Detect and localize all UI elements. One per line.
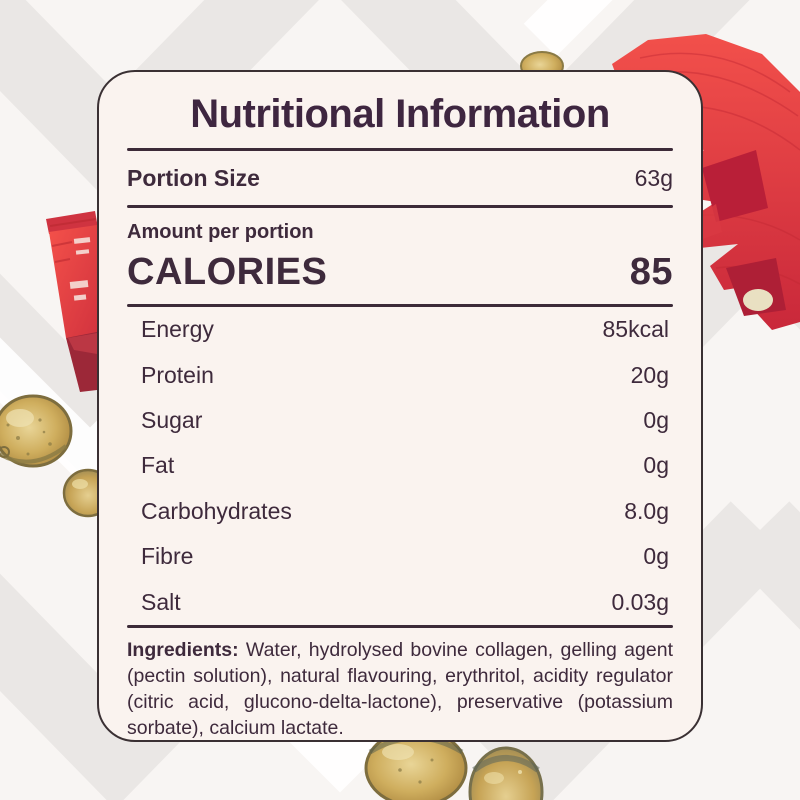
ingredients-label: Ingredients: xyxy=(127,639,239,661)
nutrient-row: Salt 0.03g xyxy=(141,580,669,625)
nutrient-label: Fibre xyxy=(141,543,194,570)
nutrient-label: Energy xyxy=(141,316,214,343)
nutrient-label: Fat xyxy=(141,452,175,479)
nutrient-row: Fibre 0g xyxy=(141,534,669,579)
nutrient-table: Energy 85kcal Protein 20g Sugar 0g Fat 0… xyxy=(127,307,673,625)
calories-row: CALORIES 85 xyxy=(127,247,673,297)
ingredients-paragraph: Ingredients: Water, hydrolysed bovine co… xyxy=(127,637,673,741)
gold-droplet-left-large xyxy=(0,394,73,468)
nutrient-value: 85kcal xyxy=(602,316,669,343)
nutrient-row: Protein 20g xyxy=(141,352,669,397)
nutrient-label: Carbohydrates xyxy=(141,497,292,524)
gold-droplet-bottom-small xyxy=(468,746,544,800)
nutrient-value: 0g xyxy=(643,543,669,570)
ingredients-text: Water, hydrolysed bovine collagen, gelli… xyxy=(127,639,673,739)
nutrient-value: 8.0g xyxy=(624,497,669,524)
red-sachet-left xyxy=(46,211,98,392)
nutrient-value: 20g xyxy=(630,361,669,388)
portion-size-label: Portion Size xyxy=(127,164,260,191)
calories-value: 85 xyxy=(629,250,673,293)
nutrient-label: Protein xyxy=(141,361,214,388)
portion-size-value: 63g xyxy=(634,164,673,191)
nutrient-label: Sugar xyxy=(141,407,203,434)
nutrient-label: Salt xyxy=(141,588,181,615)
amount-per-portion-label: Amount per portion xyxy=(127,221,314,243)
portion-size-row: Portion Size 63g xyxy=(127,151,673,205)
divider xyxy=(127,148,673,151)
divider xyxy=(127,304,673,307)
nutrient-row: Fat 0g xyxy=(141,443,669,488)
red-sachet-right xyxy=(612,34,800,330)
nutrient-row: Carbohydrates 8.0g xyxy=(141,489,669,534)
nutrient-value: 0g xyxy=(643,407,669,434)
calories-label: CALORIES xyxy=(127,250,328,293)
nutrient-row: Sugar 0g xyxy=(141,398,669,443)
nutrient-row: Energy 85kcal xyxy=(141,307,669,352)
divider xyxy=(127,625,673,628)
divider xyxy=(127,205,673,208)
card-title: Nutritional Information xyxy=(190,92,610,136)
nutrient-value: 0.03g xyxy=(611,588,669,615)
nutrient-value: 0g xyxy=(643,452,669,479)
nutrition-card: Nutritional Information Portion Size 63g… xyxy=(97,70,703,742)
